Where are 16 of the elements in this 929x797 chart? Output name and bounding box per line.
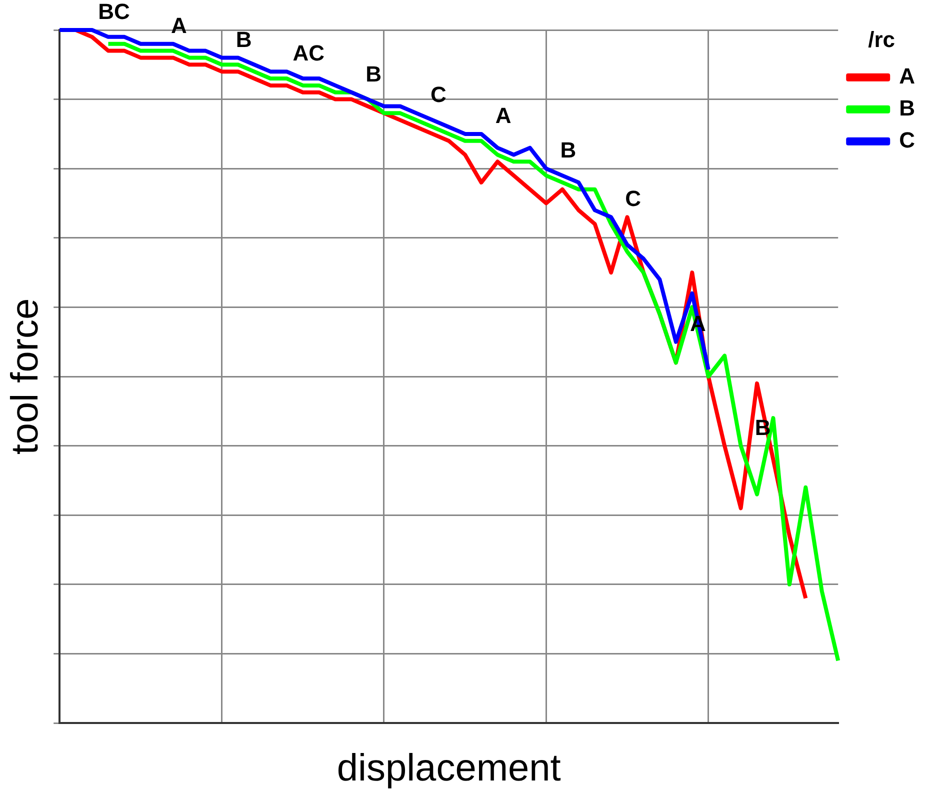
annotation: B <box>560 138 576 163</box>
legend-label: C <box>899 127 916 152</box>
annotation: B <box>366 61 382 86</box>
legend-title: /rc <box>868 27 896 52</box>
legend-label: A <box>899 63 916 88</box>
annotation: C <box>430 82 446 108</box>
annotation: AC <box>292 40 325 66</box>
x-axis-title: displacement <box>336 748 562 790</box>
legend-label: B <box>899 95 916 120</box>
y-axis-title: tool force <box>4 298 46 455</box>
annotation: A <box>170 12 187 38</box>
annotation: A <box>690 310 706 336</box>
text: BC <box>98 0 130 24</box>
annotation: B <box>236 26 252 52</box>
annotation: C <box>625 186 642 212</box>
annotation: A <box>495 103 512 128</box>
